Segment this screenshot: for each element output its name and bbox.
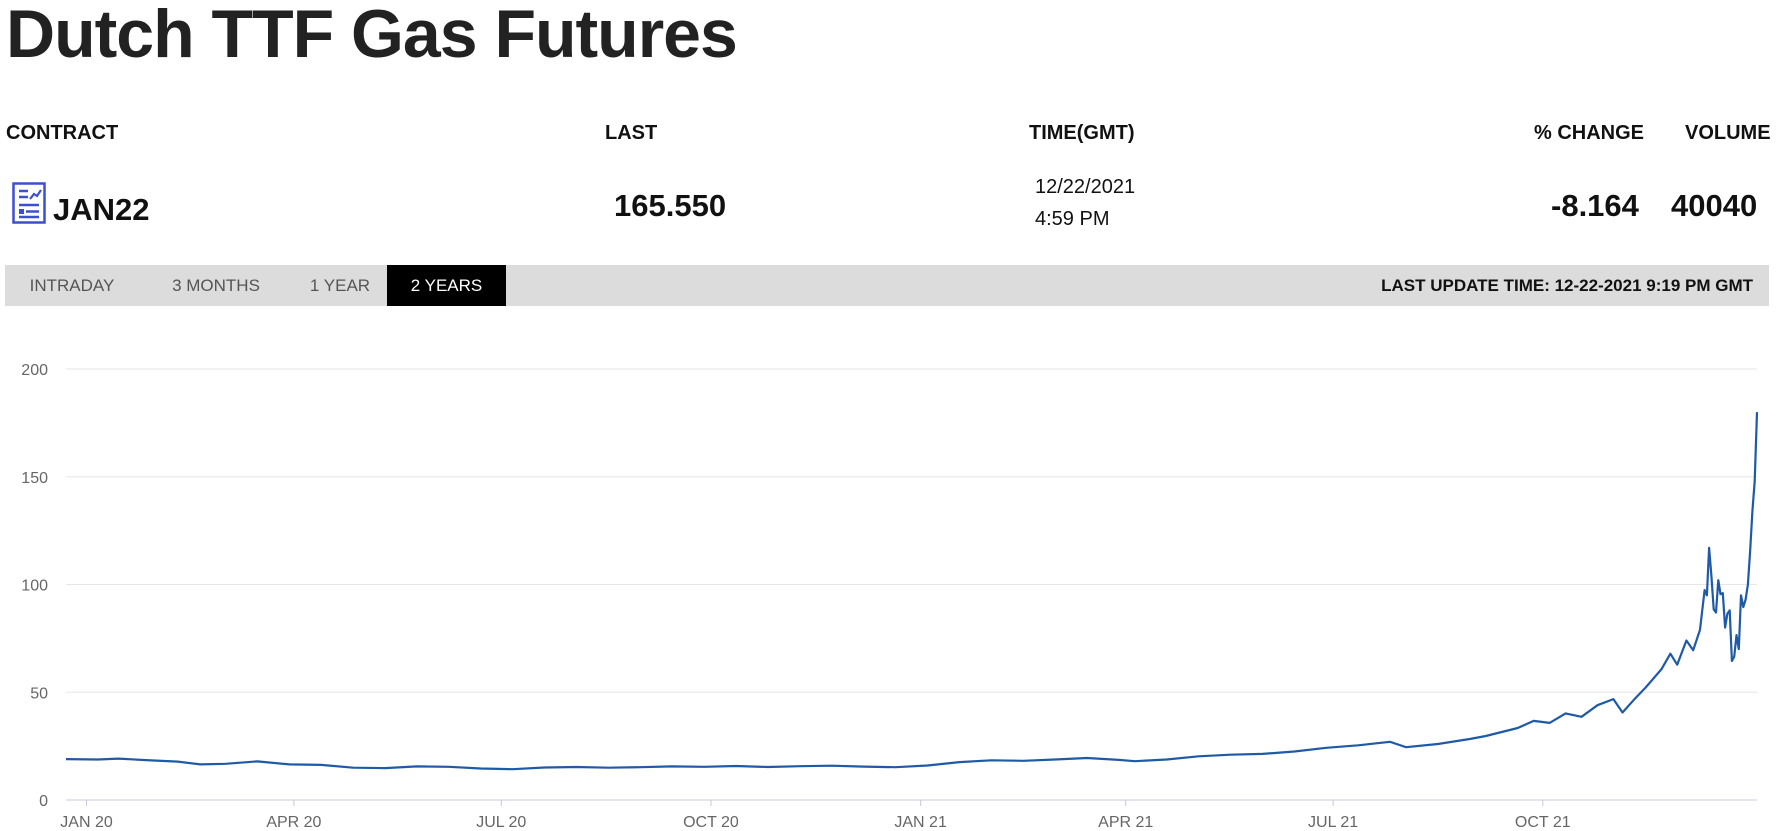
y-tick-label: 50 xyxy=(30,685,48,702)
header-volume: VOLUME xyxy=(1685,122,1771,144)
change-value: -8.164 xyxy=(1551,188,1639,223)
y-axis-ticks: 0 50 100 150 200 xyxy=(21,362,48,810)
x-tick-label: APR 20 xyxy=(266,814,321,831)
grid-lines xyxy=(66,368,1757,801)
x-tick-label: APR 21 xyxy=(1098,814,1153,831)
tab-1-year[interactable]: 1 YEAR xyxy=(309,276,371,295)
x-tick-label: JAN 21 xyxy=(894,814,947,831)
volume-value: 40040 xyxy=(1671,188,1758,223)
x-axis-ticks: JAN 20 APR 20 JUL 20 OCT 20 JAN 21 APR 21 JUL … xyxy=(60,800,1571,831)
y-tick-label: 200 xyxy=(21,362,48,379)
page-title: Dutch TTF Gas Futures xyxy=(6,0,738,72)
date-value: 12/22/2021 xyxy=(1035,176,1136,198)
x-tick-label: OCT 21 xyxy=(1515,814,1571,831)
range-tab-bar: INTRADAY 3 MONTHS 1 YEAR 2 YEARS LAST UP… xyxy=(5,265,1769,306)
header-change: % CHANGE xyxy=(1534,122,1645,144)
time-value: 4:59 PM xyxy=(1035,208,1110,230)
y-tick-label: 100 xyxy=(21,578,48,595)
series-line xyxy=(65,412,1759,771)
x-tick-label: JAN 20 xyxy=(60,814,113,831)
chart-document-icon xyxy=(12,182,46,224)
last-value: 165.550 xyxy=(614,188,727,223)
tab-3-months[interactable]: 3 MONTHS xyxy=(172,276,260,295)
tab-2-years[interactable]: 2 YEARS xyxy=(387,265,506,306)
x-tick-label: JUL 21 xyxy=(1308,814,1358,831)
last-update-time: LAST UPDATE TIME: 12-22-2021 9:19 PM GMT xyxy=(1381,276,1753,295)
header-contract: CONTRACT xyxy=(6,122,119,144)
contract-value: JAN22 xyxy=(53,192,150,227)
tab-intraday[interactable]: INTRADAY xyxy=(29,276,115,295)
header-last: LAST xyxy=(605,122,658,144)
x-tick-label: OCT 20 xyxy=(683,814,739,831)
header-time: TIME(GMT) xyxy=(1029,122,1135,144)
x-tick-label: JUL 20 xyxy=(476,814,526,831)
y-tick-label: 0 xyxy=(39,793,48,810)
y-tick-label: 150 xyxy=(21,470,48,487)
